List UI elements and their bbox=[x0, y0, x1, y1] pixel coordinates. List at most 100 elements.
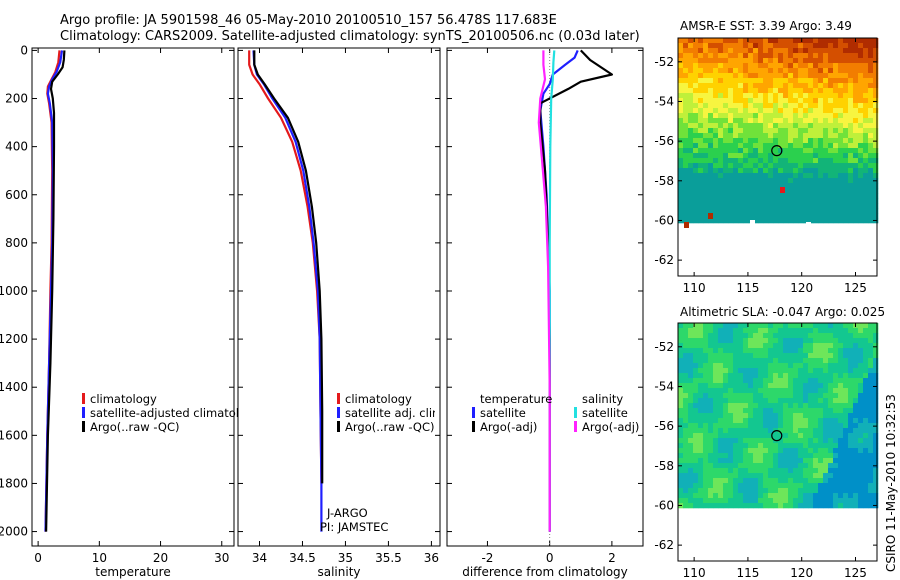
map-pixel bbox=[863, 478, 869, 484]
map-pixel bbox=[778, 418, 784, 424]
diff-legend-temp-satellite: satellite bbox=[472, 407, 526, 420]
map-pixel bbox=[768, 438, 774, 444]
map-pixel bbox=[723, 353, 729, 359]
map-pixel bbox=[818, 158, 824, 164]
map-pixel bbox=[768, 93, 774, 99]
map-pixel bbox=[858, 98, 864, 104]
map-pixel bbox=[858, 173, 864, 179]
map-pixel bbox=[798, 218, 804, 224]
map-pixel bbox=[793, 138, 799, 144]
map-pixel bbox=[828, 78, 834, 84]
map-pixel bbox=[823, 328, 829, 334]
map-pixel bbox=[863, 388, 869, 394]
map-pixel bbox=[788, 498, 794, 504]
map-pixel bbox=[858, 498, 864, 504]
map-pixel bbox=[863, 398, 869, 404]
map-pixel bbox=[728, 118, 734, 124]
map-pixel bbox=[813, 443, 819, 449]
map-pixel bbox=[838, 38, 844, 44]
map-pixel bbox=[833, 383, 839, 389]
map-pixel bbox=[778, 218, 784, 224]
map-pixel bbox=[723, 418, 729, 424]
map-pixel bbox=[723, 118, 729, 124]
map-pixel bbox=[803, 133, 809, 139]
map-pixel bbox=[823, 433, 829, 439]
map-pixel bbox=[773, 108, 779, 114]
map-pixel bbox=[763, 193, 769, 199]
map-pixel bbox=[698, 48, 704, 54]
map-pixel bbox=[798, 443, 804, 449]
map-pixel bbox=[858, 358, 864, 364]
map-pixel bbox=[718, 88, 724, 94]
map-pixel bbox=[758, 358, 764, 364]
map-pixel bbox=[833, 388, 839, 394]
map-pixel bbox=[848, 353, 854, 359]
map-pixel bbox=[853, 178, 859, 184]
map-pixel bbox=[738, 108, 744, 114]
map-pixel bbox=[868, 58, 874, 64]
map-pixel bbox=[858, 68, 864, 74]
map-pixel bbox=[858, 333, 864, 339]
map-pixel bbox=[773, 78, 779, 84]
map-pixel bbox=[708, 203, 714, 209]
map-pixel bbox=[813, 208, 819, 214]
map-pixel bbox=[828, 358, 834, 364]
map-pixel bbox=[693, 133, 699, 139]
map-pixel bbox=[848, 188, 854, 194]
map-pixel bbox=[743, 148, 749, 154]
map-pixel bbox=[683, 178, 689, 184]
map-pixel bbox=[803, 368, 809, 374]
map-pixel bbox=[733, 183, 739, 189]
map-pixel bbox=[833, 138, 839, 144]
map-pixel bbox=[728, 438, 734, 444]
map-pixel bbox=[858, 73, 864, 79]
map-pixel bbox=[743, 38, 749, 44]
x-tick-label: 34 bbox=[252, 551, 267, 565]
map-pixel bbox=[848, 128, 854, 134]
y-tick-label: 1800 bbox=[0, 476, 28, 490]
map-pixel bbox=[808, 203, 814, 209]
map-pixel bbox=[763, 463, 769, 469]
map-pixel bbox=[723, 383, 729, 389]
map-pixel bbox=[718, 38, 724, 44]
map-pixel bbox=[738, 78, 744, 84]
map-pixel bbox=[763, 198, 769, 204]
map-pixel bbox=[713, 138, 719, 144]
map-pixel bbox=[723, 448, 729, 454]
map-pixel bbox=[848, 423, 854, 429]
map-pixel bbox=[793, 408, 799, 414]
map-pixel bbox=[723, 488, 729, 494]
map-pixel bbox=[788, 148, 794, 154]
map-pixel bbox=[853, 358, 859, 364]
map-pixel bbox=[848, 63, 854, 69]
map-pixel bbox=[748, 473, 754, 479]
map-pixel bbox=[863, 158, 869, 164]
map-pixel bbox=[803, 118, 809, 124]
map-pixel bbox=[718, 468, 724, 474]
map-pixel bbox=[868, 38, 874, 44]
x-tick-label: 20 bbox=[153, 551, 168, 565]
map-pixel bbox=[788, 58, 794, 64]
map-pixel bbox=[733, 173, 739, 179]
map-pixel bbox=[793, 368, 799, 374]
map-pixel bbox=[803, 393, 809, 399]
map-pixel bbox=[833, 333, 839, 339]
map-pixel bbox=[873, 63, 879, 69]
map-pixel bbox=[773, 343, 779, 349]
map-pixel bbox=[688, 178, 694, 184]
map-pixel bbox=[743, 488, 749, 494]
map-pixel bbox=[688, 63, 694, 69]
map-pixel bbox=[813, 63, 819, 69]
map-pixel bbox=[798, 453, 804, 459]
map-pixel bbox=[678, 438, 684, 444]
map-pixel bbox=[793, 383, 799, 389]
map-pixel bbox=[723, 408, 729, 414]
map-pixel bbox=[868, 378, 874, 384]
map-pixel bbox=[858, 163, 864, 169]
map-pixel bbox=[778, 338, 784, 344]
map-pixel bbox=[868, 183, 874, 189]
map-pixel bbox=[828, 483, 834, 489]
map-pixel bbox=[813, 418, 819, 424]
sst_map-frame bbox=[677, 37, 878, 277]
map-pixel bbox=[768, 493, 774, 499]
